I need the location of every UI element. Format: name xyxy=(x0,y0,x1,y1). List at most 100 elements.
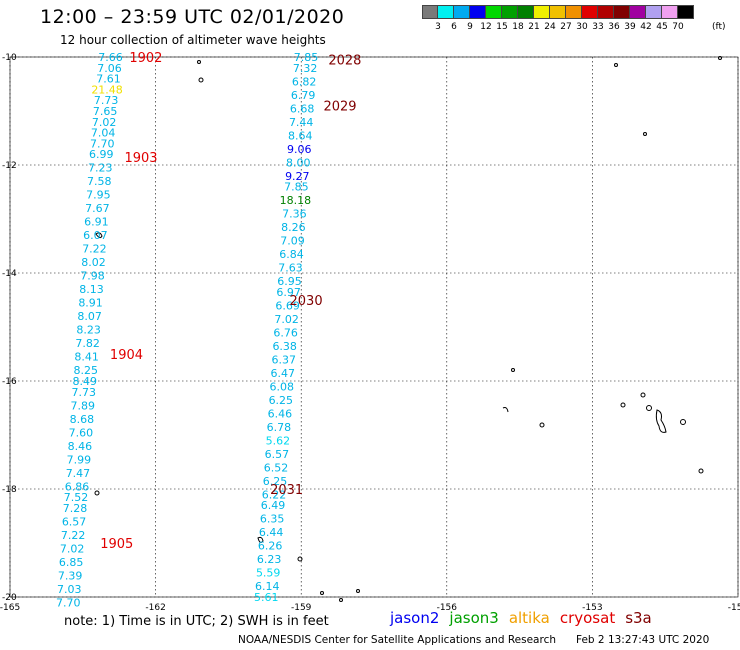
island xyxy=(539,422,545,428)
island xyxy=(95,232,103,239)
wave-height-label: 7.63 xyxy=(278,262,303,275)
wave-height-label: 7.85 xyxy=(294,51,319,64)
wave-height-label: 7.95 xyxy=(86,189,111,202)
colorbar-swatch xyxy=(582,5,598,19)
island xyxy=(339,598,343,602)
wave-height-label: 7.02 xyxy=(92,116,117,129)
colorbar-label: 21 xyxy=(528,22,540,32)
wave-height-label: 5.59 xyxy=(256,567,281,580)
wave-height-label: 7.02 xyxy=(60,542,85,555)
island xyxy=(297,556,303,562)
note-text: note: 1) Time is in UTC; 2) SWH is in fe… xyxy=(64,614,329,629)
x-tick-label: -156 xyxy=(437,603,458,613)
wave-height-label: 7.47 xyxy=(66,467,91,480)
wave-height-label: 6.38 xyxy=(272,340,297,353)
wave-height-label: 7.22 xyxy=(82,243,107,256)
wave-height-label: 6.49 xyxy=(261,499,286,512)
wave-height-label: 6.97 xyxy=(276,286,301,299)
y-tick-label: -12 xyxy=(2,161,17,171)
wave-height-label: 9.06 xyxy=(287,143,312,156)
island xyxy=(502,407,509,413)
wave-height-label: 7.65 xyxy=(93,105,118,118)
wave-height-label: 6.57 xyxy=(265,448,290,461)
wave-height-colorbar: (ft) 3 6 9 12 15 18 21 24 27 30 33 36 39 42 45 70 xyxy=(422,5,726,34)
wave-height-label: 6.82 xyxy=(292,75,317,88)
island xyxy=(655,409,667,433)
wave-height-label: 8.02 xyxy=(81,256,106,269)
footer-credit: NOAA/NESDIS Center for Satellite Applica… xyxy=(238,634,556,646)
x-tick-label: -162 xyxy=(145,603,165,613)
wave-height-label: 6.46 xyxy=(268,407,293,420)
wave-height-label: 8.49 xyxy=(72,375,97,388)
pass-time-label: 2028 xyxy=(328,54,361,69)
island xyxy=(356,589,360,593)
colorbar-swatch xyxy=(662,5,678,19)
island xyxy=(680,419,686,425)
island xyxy=(643,132,647,136)
wave-height-label: 8.41 xyxy=(74,351,99,364)
island xyxy=(94,490,100,496)
axis-ticks: -165 -162 -159 -156 -153 -150 -10 -12 -14 -16 -18 -… xyxy=(0,53,740,613)
wave-height-label: 7.22 xyxy=(61,529,86,542)
wave-height-label: 5.61 xyxy=(254,591,279,604)
colorbar-label: 18 xyxy=(512,22,524,32)
wave-height-label: 6.52 xyxy=(264,461,289,474)
colorbar-swatch xyxy=(566,5,582,19)
wave-height-label: 9.27 xyxy=(285,170,310,183)
wave-height-label: 7.73 xyxy=(72,386,97,399)
footer: NOAA/NESDIS Center for Satellite Applica… xyxy=(238,634,709,646)
wave-height-label: 8.68 xyxy=(70,413,95,426)
wave-height-label: 7.98 xyxy=(80,270,105,283)
legend-altika: altika xyxy=(508,609,550,627)
wave-height-label: 8.64 xyxy=(288,129,313,142)
colorbar-label: 3 xyxy=(435,22,441,32)
colorbar-swatch xyxy=(598,5,614,19)
footer-timestamp: Feb 2 13:27:43 UTC 2020 xyxy=(576,634,710,646)
island xyxy=(640,392,646,398)
wave-height-label: 7.52 xyxy=(64,491,89,504)
colorbar-label: 15 xyxy=(496,22,508,32)
wave-height-label: 7.04 xyxy=(91,127,116,140)
y-tick-label: -10 xyxy=(2,53,17,63)
colorbar-swatch xyxy=(422,5,438,19)
colorbar-swatch xyxy=(470,5,486,19)
wave-height-label: 8.23 xyxy=(76,324,101,337)
pass-time-label: 2031 xyxy=(270,483,303,498)
island xyxy=(198,77,204,83)
island xyxy=(698,468,704,474)
colorbar-swatch xyxy=(502,5,518,19)
wave-height-label: 8.07 xyxy=(77,310,102,323)
wave-height-label: 7.73 xyxy=(94,94,119,107)
wave-height-label: 7.61 xyxy=(96,73,121,86)
colorbar-unit: (ft) xyxy=(712,22,726,32)
wave-height-label: 6.91 xyxy=(84,216,109,229)
wave-height-label: 6.25 xyxy=(263,475,288,488)
legend-jason2: jason2 xyxy=(390,609,440,627)
wave-height-label: 7.02 xyxy=(274,313,299,326)
wave-height-label: 21.48 xyxy=(91,83,123,96)
wave-height-label: 8.25 xyxy=(73,364,98,377)
island xyxy=(511,368,515,372)
colorbar-label: 27 xyxy=(560,22,572,32)
map-title: 12:00 – 23:59 UTC 02/01/2020 xyxy=(40,6,345,28)
wave-height-label: 6.08 xyxy=(270,380,295,393)
wave-height-label: 6.44 xyxy=(259,526,284,539)
colorbar-swatch xyxy=(454,5,470,19)
pass-time-label: 2029 xyxy=(323,100,356,115)
colorbar-swatch xyxy=(678,5,694,19)
y-tick-label: -14 xyxy=(2,269,17,279)
wave-height-label: 6.23 xyxy=(257,553,282,566)
wave-height-label: 6.76 xyxy=(273,326,298,339)
colorbar-swatch xyxy=(630,5,646,19)
colorbar-swatch xyxy=(534,5,550,19)
wave-height-label: 7.28 xyxy=(63,502,88,515)
colorbar-label: 39 xyxy=(624,22,636,32)
x-tick-label: -159 xyxy=(291,603,312,613)
track-2: 7.857.326.826.796.687.448.649.068.009.27… xyxy=(254,51,318,604)
wave-height-label: 8.91 xyxy=(78,297,103,310)
colorbar-swatch xyxy=(486,5,502,19)
x-tick-label: -165 xyxy=(0,603,20,613)
islands xyxy=(94,56,722,602)
wave-height-label: 6.07 xyxy=(83,229,108,242)
wave-height-label: 6.14 xyxy=(255,580,280,593)
